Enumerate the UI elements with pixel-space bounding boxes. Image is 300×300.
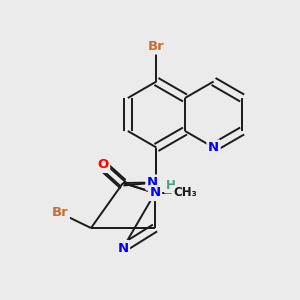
Text: Br: Br [148,40,165,53]
Text: N: N [117,242,129,254]
Text: N: N [147,176,158,189]
Text: N: N [208,141,219,154]
Text: H: H [166,179,176,192]
Text: N: N [149,187,161,200]
Text: CH₃: CH₃ [173,187,197,200]
Text: Br: Br [52,206,68,220]
Text: O: O [98,158,109,172]
